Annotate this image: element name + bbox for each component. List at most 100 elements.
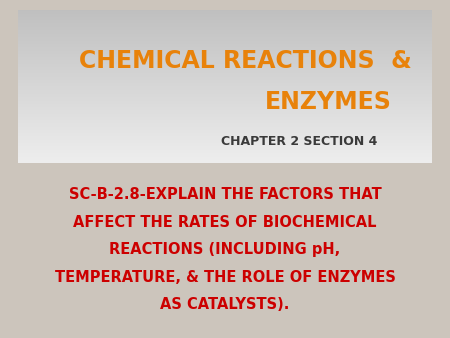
Bar	[18, 39, 432, 40]
Bar	[18, 58, 432, 59]
Bar	[18, 103, 432, 104]
Bar	[18, 156, 432, 158]
Bar	[18, 131, 432, 132]
Bar	[18, 31, 432, 32]
Bar	[18, 145, 432, 146]
Bar	[18, 148, 432, 149]
Bar	[18, 162, 432, 163]
Bar	[18, 116, 432, 117]
Bar	[18, 136, 432, 137]
Bar	[18, 64, 432, 65]
Text: ENZYMES: ENZYMES	[265, 90, 392, 114]
Bar	[18, 89, 432, 90]
Bar	[18, 49, 432, 50]
Bar	[18, 61, 432, 62]
Bar	[18, 23, 432, 24]
Bar	[18, 59, 432, 60]
Bar	[18, 35, 432, 37]
Bar	[18, 141, 432, 142]
Bar	[18, 72, 432, 73]
Bar	[18, 87, 432, 88]
Bar	[18, 123, 432, 124]
Bar	[18, 107, 432, 108]
Bar	[18, 112, 432, 113]
Bar	[18, 52, 432, 53]
Bar	[18, 67, 432, 68]
Bar	[18, 33, 432, 34]
Bar	[18, 41, 432, 42]
Text: CHEMICAL REACTIONS  &: CHEMICAL REACTIONS &	[79, 49, 412, 73]
Bar	[18, 109, 432, 110]
Bar	[18, 95, 432, 96]
Bar	[18, 24, 432, 25]
Bar	[18, 92, 432, 93]
Bar	[18, 94, 432, 95]
Text: CHAPTER 2 SECTION 4: CHAPTER 2 SECTION 4	[221, 136, 378, 148]
Bar	[18, 18, 432, 19]
Bar	[18, 99, 432, 100]
Bar	[18, 75, 432, 76]
Bar	[18, 143, 432, 144]
Bar	[18, 149, 432, 150]
Bar	[18, 97, 432, 98]
Bar	[18, 42, 432, 43]
Bar	[18, 129, 432, 130]
Bar	[18, 55, 432, 56]
Bar	[18, 152, 432, 153]
Bar	[18, 73, 432, 74]
Bar	[18, 153, 432, 154]
Bar	[18, 144, 432, 145]
Bar	[18, 69, 432, 70]
Bar	[18, 119, 432, 120]
Bar	[18, 82, 432, 83]
Bar	[18, 115, 432, 116]
Bar	[18, 121, 432, 122]
Bar	[18, 98, 432, 99]
Bar	[18, 28, 432, 29]
Bar	[18, 66, 432, 67]
Bar	[18, 130, 432, 131]
Bar	[18, 62, 432, 63]
Bar	[18, 133, 432, 134]
Bar	[18, 93, 432, 94]
Bar	[18, 100, 432, 101]
Bar	[18, 74, 432, 75]
Bar	[18, 108, 432, 109]
Bar	[18, 161, 432, 162]
Bar	[18, 111, 432, 112]
Bar	[18, 30, 432, 31]
Bar	[18, 110, 432, 111]
Bar	[18, 57, 432, 58]
Bar	[18, 105, 432, 106]
Bar	[18, 12, 432, 13]
Bar	[18, 48, 432, 49]
Text: TEMPERATURE, & THE ROLE OF ENZYMES: TEMPERATURE, & THE ROLE OF ENZYMES	[54, 270, 396, 285]
Bar	[18, 155, 432, 156]
Bar	[18, 44, 432, 45]
Bar	[18, 126, 432, 127]
Bar	[18, 29, 432, 30]
Bar	[18, 17, 432, 18]
Bar	[18, 45, 432, 46]
Bar	[18, 122, 432, 123]
Bar	[18, 158, 432, 159]
Bar	[18, 151, 432, 152]
Bar	[18, 159, 432, 160]
Bar	[18, 76, 432, 77]
Bar	[18, 120, 432, 121]
Bar	[18, 11, 432, 12]
Bar	[18, 118, 432, 119]
Bar	[18, 128, 432, 129]
Bar	[18, 96, 432, 97]
Bar	[18, 142, 432, 143]
Bar	[18, 43, 432, 44]
Text: AS CATALYSTS).: AS CATALYSTS).	[160, 297, 290, 313]
Bar	[18, 77, 432, 78]
Bar	[18, 135, 432, 136]
Bar	[18, 154, 432, 155]
Bar	[18, 50, 432, 51]
Bar	[18, 21, 432, 22]
Bar	[18, 26, 432, 27]
Bar	[18, 90, 432, 91]
Bar	[18, 102, 432, 103]
